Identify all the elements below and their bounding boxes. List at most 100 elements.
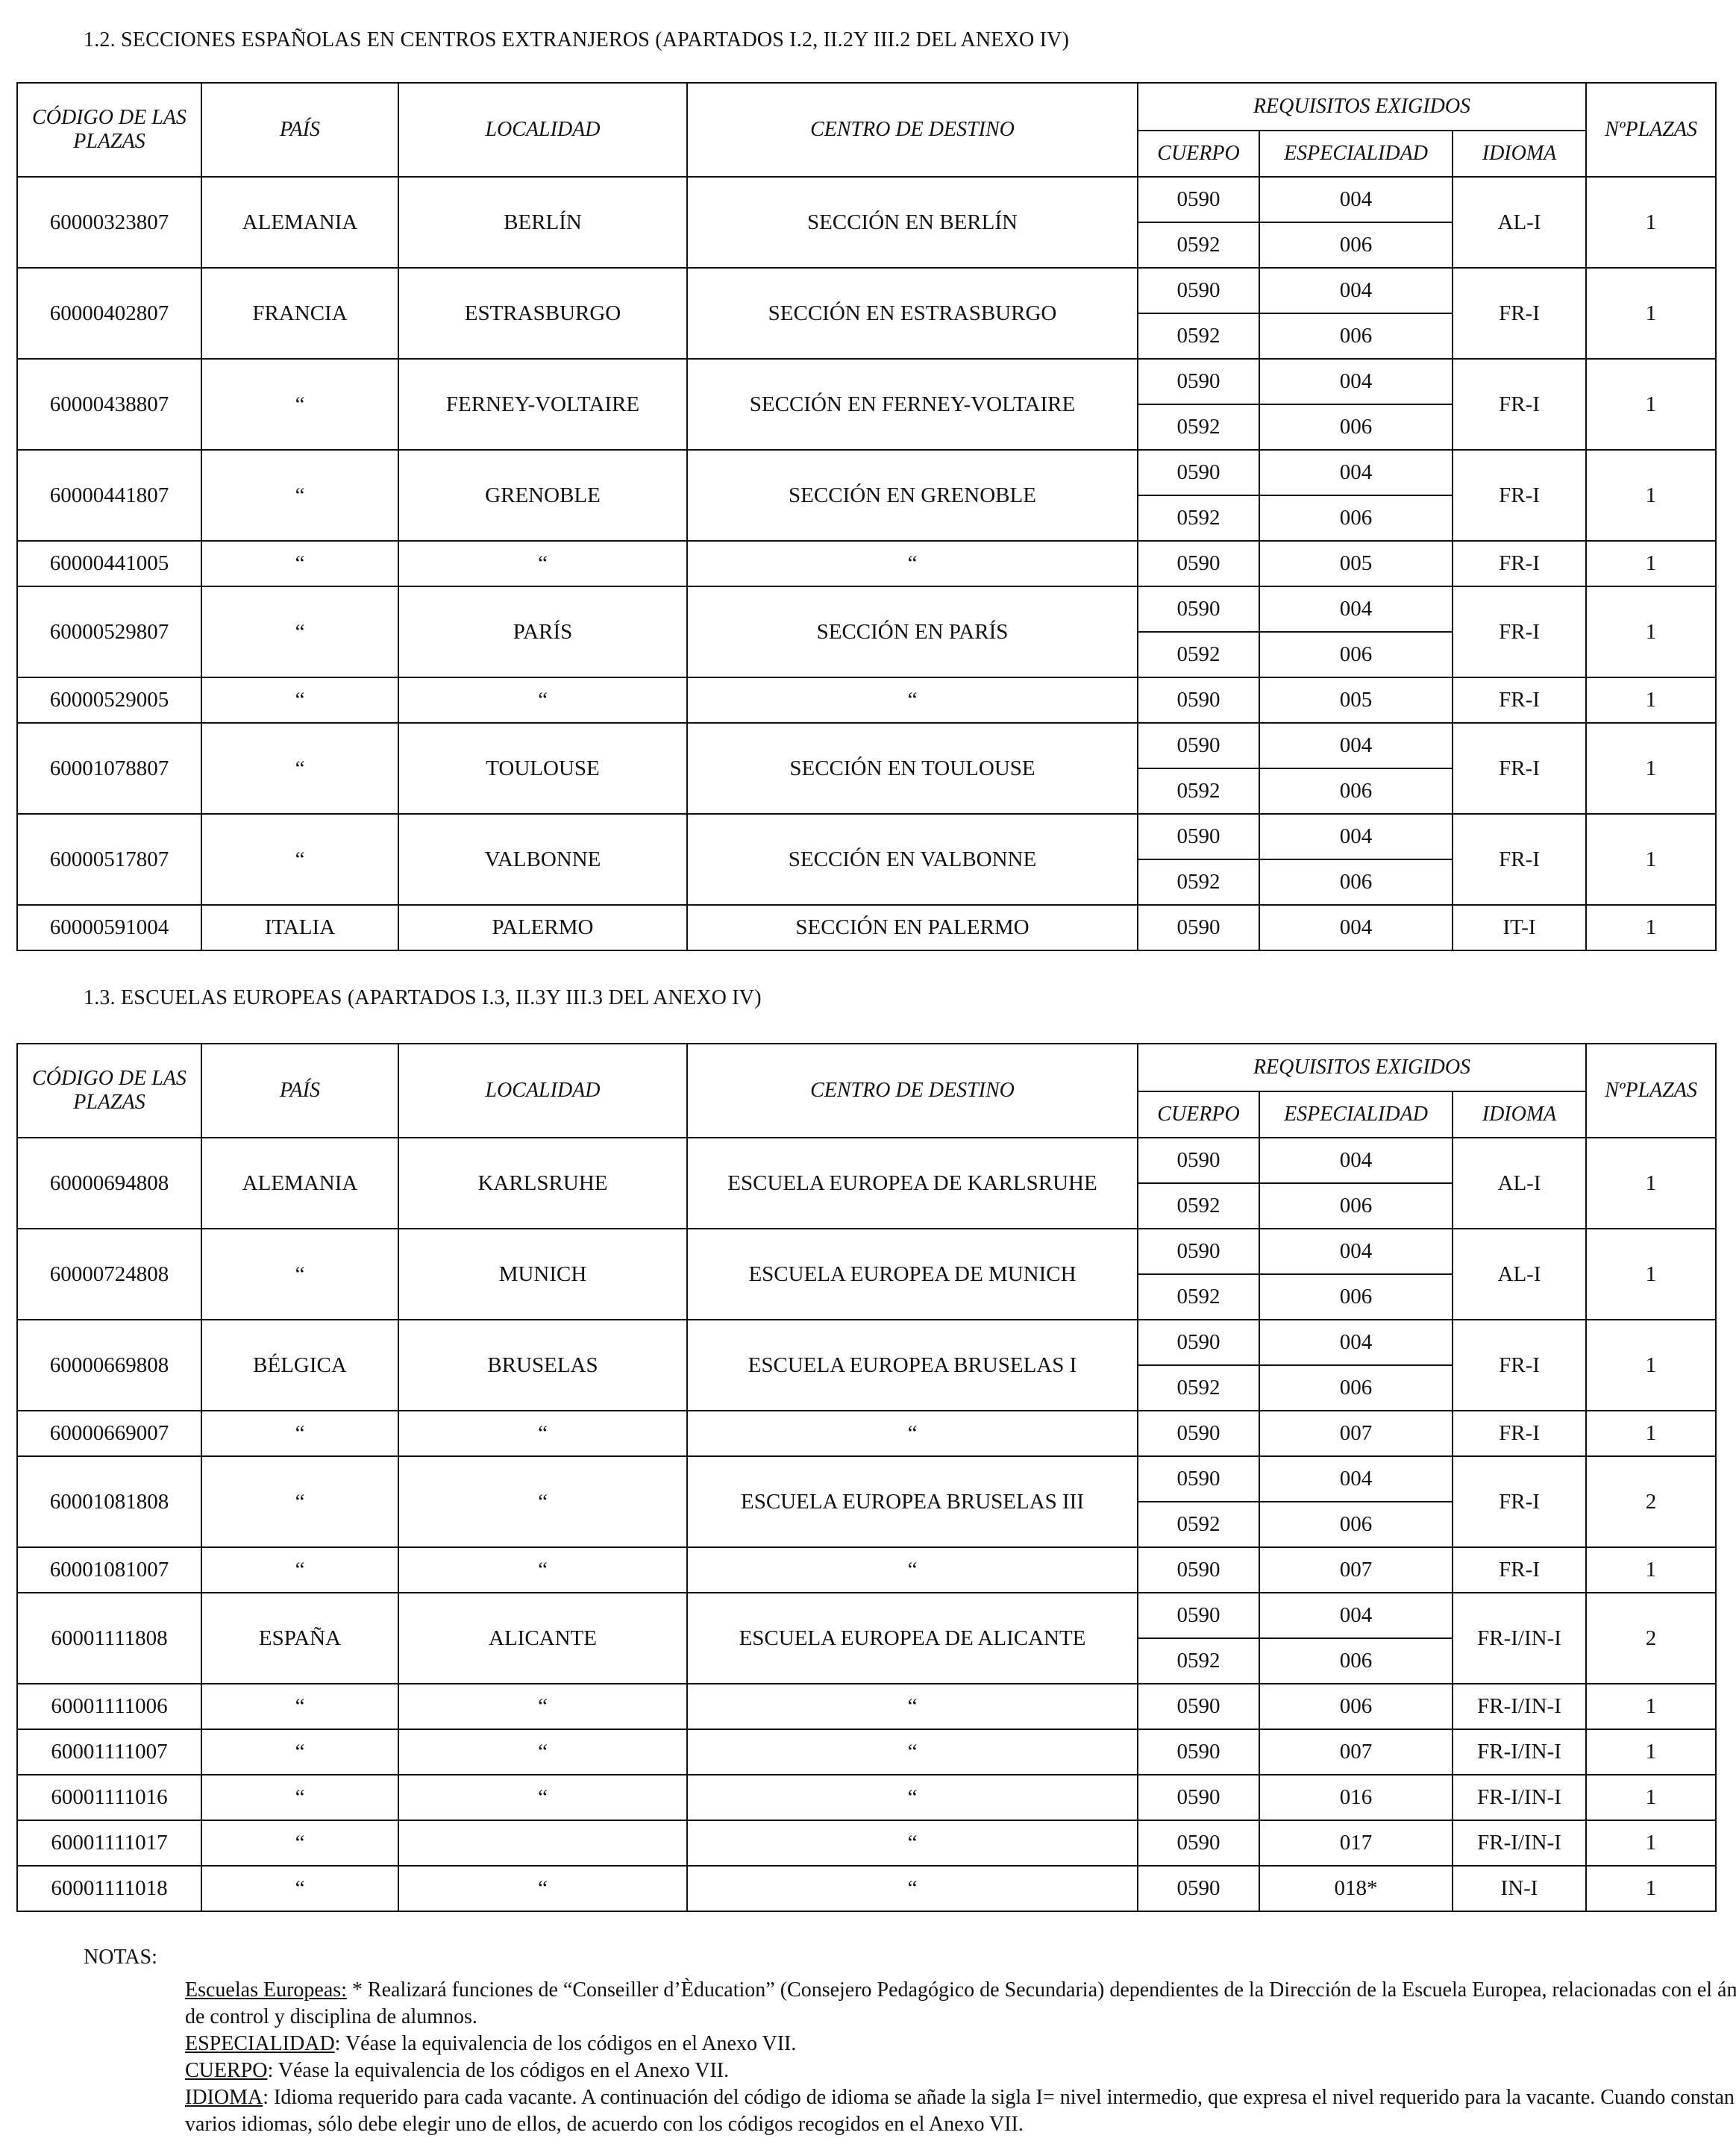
cell-cuerpo: 0590 — [1137, 1228, 1260, 1275]
cell-cuerpo: 0590 — [1137, 358, 1260, 405]
cell-centro: ESCUELA EUROPEA DE KARLSRUHE — [686, 1137, 1138, 1229]
header-plazas: NºPLAZAS — [1585, 82, 1717, 178]
cell-idioma: FR-I/IN-I — [1451, 1683, 1588, 1730]
cell-idioma: FR-I — [1451, 1546, 1588, 1593]
cell-plazas: 1 — [1585, 449, 1717, 542]
cell-plazas: 1 — [1585, 1410, 1717, 1457]
cell-pais: “ — [201, 1546, 399, 1593]
cell-codigo: 60000724808 — [16, 1228, 202, 1320]
cell-localidad: MUNICH — [398, 1228, 688, 1320]
cell-especialidad: 004 — [1259, 176, 1453, 223]
header-codigo: CÓDIGO DE LAS PLAZAS — [16, 1043, 202, 1138]
table-row: 60000441005 “““0590 005 FR-I 1 — [16, 540, 1717, 587]
cell-pais: ALEMANIA — [201, 176, 399, 269]
cell-especialidad: 004 — [1259, 1455, 1453, 1502]
header-row: CUERPO ESPECIALIDAD IDIOMA — [17, 1091, 1716, 1138]
cell-especialidad: 004 — [1259, 1319, 1453, 1366]
header-localidad: LOCALIDAD — [398, 1043, 688, 1138]
cell-centro: “ — [686, 1683, 1138, 1730]
cell-cuerpo: 0590 — [1137, 176, 1260, 223]
cell-plazas: 1 — [1585, 1729, 1717, 1776]
header-especialidad: ESPECIALIDAD — [1259, 1091, 1453, 1138]
cell-plazas: 2 — [1585, 1455, 1717, 1548]
header-cuerpo: CUERPO — [1137, 1091, 1260, 1138]
cell-pais: “ — [201, 358, 399, 451]
cell-cuerpo: 0590 — [1137, 267, 1260, 314]
table-row: 60000669808 BÉLGICA BRUSELAS ESCUELA EUROPE… — [16, 1319, 1717, 1411]
cell-centro: SECCIÓN EN GRENOBLE — [686, 449, 1138, 542]
cell-plazas: 2 — [1585, 1592, 1717, 1684]
cell-especialidad: 004 — [1259, 1228, 1453, 1275]
cell-especialidad: 006 — [1259, 222, 1453, 269]
cell-centro: ESCUELA EUROPEA BRUSELAS III — [686, 1455, 1138, 1548]
cell-cuerpo: 0590 — [1137, 1546, 1260, 1593]
table-row: 0592 006 — [17, 495, 1716, 542]
cell-idioma: FR-I — [1451, 586, 1588, 678]
cell-centro: SECCIÓN EN VALBONNE — [686, 813, 1138, 906]
table-row: 60000669007 “““0590 007 FR-I 1 — [16, 1410, 1717, 1457]
note-item: CUERPO: Véase la equivalencia de los cód… — [185, 2057, 1736, 2084]
cell-centro: SECCIÓN EN BERLÍN — [686, 176, 1138, 269]
cell-codigo: 60000591004 — [16, 904, 202, 951]
table-row: 0592 006 — [17, 313, 1716, 360]
cell-cuerpo: 0590 — [1137, 904, 1260, 951]
cell-cuerpo: 0592 — [1137, 404, 1260, 451]
cell-especialidad: 006 — [1259, 1501, 1453, 1548]
cell-plazas: 1 — [1585, 1865, 1717, 1912]
cell-localidad: VALBONNE — [398, 813, 688, 906]
cell-especialidad: 007 — [1259, 1410, 1453, 1457]
cell-cuerpo: 0590 — [1137, 1137, 1260, 1184]
table-row: 0592 006 — [17, 859, 1716, 906]
cell-idioma: FR-I — [1451, 1319, 1588, 1411]
cell-cuerpo: 0590 — [1137, 1865, 1260, 1912]
cell-localidad: ALICANTE — [398, 1592, 688, 1684]
cell-codigo: 60001111016 — [16, 1774, 202, 1821]
table-row: 0592 006 — [17, 1273, 1716, 1320]
plazas-table-secciones: CÓDIGO DE LAS PLAZAS PAÍS LOCALIDAD CENTRO … — [16, 82, 1717, 951]
cell-pais: FRANCIA — [201, 267, 399, 360]
table-row: 60000529807 “PARÍS SECCIÓN EN PARÍS 0590 004… — [16, 586, 1717, 678]
cell-idioma: FR-I/IN-I — [1451, 1729, 1588, 1776]
cell-centro: “ — [686, 1410, 1138, 1457]
cell-cuerpo: 0592 — [1137, 1364, 1260, 1411]
cell-codigo: 60000669808 — [16, 1319, 202, 1411]
cell-localidad: “ — [398, 1729, 688, 1776]
cell-idioma: FR-I — [1451, 267, 1588, 360]
table-row: 0592 006 — [17, 1182, 1716, 1229]
cell-localidad: FERNEY-VOLTAIRE — [398, 358, 688, 451]
cell-idioma: AL-I — [1451, 176, 1588, 269]
plazas-table-escuelas: CÓDIGO DE LAS PLAZAS PAÍS LOCALIDAD CENTRO … — [16, 1043, 1717, 1912]
cell-especialidad: 004 — [1259, 1137, 1453, 1184]
cell-idioma: AL-I — [1451, 1228, 1588, 1320]
header-cuerpo: CUERPO — [1137, 130, 1260, 178]
cell-codigo: 60000529005 — [16, 677, 202, 724]
cell-especialidad: 006 — [1259, 404, 1453, 451]
cell-localidad — [398, 1820, 688, 1867]
cell-plazas: 1 — [1585, 722, 1717, 815]
cell-plazas: 1 — [1585, 540, 1717, 587]
note-item: Escuelas Europeas: * Realizará funciones… — [185, 1977, 1736, 2031]
section-title: 1.3. ESCUELAS EUROPEAS (APARTADOS I.3, I… — [84, 986, 762, 1009]
cell-especialidad: 006 — [1259, 313, 1453, 360]
cell-codigo: 60001078807 — [16, 722, 202, 815]
notes-heading: NOTAS: — [84, 1946, 157, 1969]
cell-pais: “ — [201, 1410, 399, 1457]
header-requisitos: REQUISITOS EXIGIDOS — [1136, 82, 1588, 131]
table-row: 60000438807 “FERNEY-VOLTAIRE SECCIÓN EN FE… — [16, 358, 1717, 451]
cell-cuerpo: 0592 — [1137, 222, 1260, 269]
cell-especialidad: 004 — [1259, 904, 1453, 951]
cell-plazas: 1 — [1585, 1546, 1717, 1593]
table-row: 0592 006 — [17, 1501, 1716, 1548]
cell-especialidad: 004 — [1259, 813, 1453, 860]
table-row: 60001078807 “TOULOUSE SECCIÓN EN TOULOUSE 0… — [16, 722, 1717, 815]
cell-codigo: 60000438807 — [16, 358, 202, 451]
cell-idioma: IN-I — [1451, 1865, 1588, 1912]
table-row: 0592 006 — [17, 404, 1716, 451]
cell-centro: “ — [686, 1546, 1138, 1593]
cell-codigo: 60000669007 — [16, 1410, 202, 1457]
cell-plazas: 1 — [1585, 904, 1717, 951]
cell-cuerpo: 0592 — [1137, 859, 1260, 906]
header-idioma: IDIOMA — [1451, 130, 1588, 178]
header-localidad: LOCALIDAD — [398, 82, 688, 178]
cell-especialidad: 016 — [1259, 1774, 1453, 1821]
